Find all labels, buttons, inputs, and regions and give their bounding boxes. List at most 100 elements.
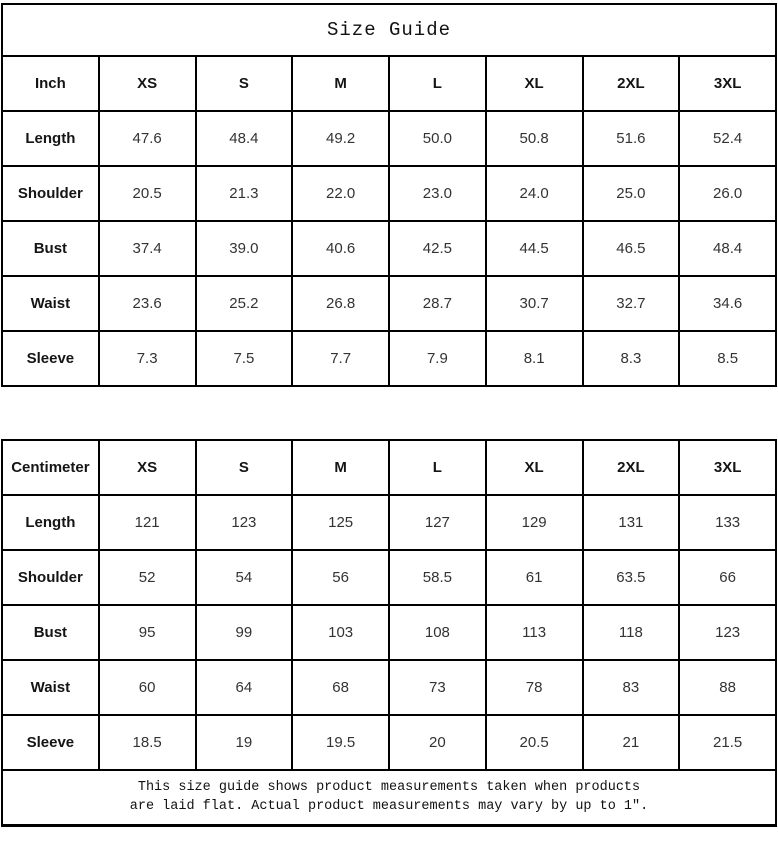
- table-row: Shoulder 52 54 56 58.5 61 63.5 66: [1, 549, 777, 606]
- size-header-cell: XS: [97, 439, 197, 496]
- table-row: Sleeve 18.5 19 19.5 20 20.5 21 21.5: [1, 714, 777, 771]
- size-header-cell: L: [388, 439, 487, 496]
- measurement-value-cell: 32.7: [581, 275, 681, 332]
- size-header-cell: 2XL: [581, 439, 681, 496]
- measurement-value-cell: 60: [97, 659, 197, 716]
- size-header-cell: 3XL: [678, 55, 777, 112]
- measurement-value-cell: 26.8: [291, 275, 390, 332]
- size-header-cell: XL: [484, 439, 584, 496]
- size-header-cell: L: [388, 55, 487, 112]
- measurement-value-cell: 133: [678, 494, 777, 551]
- table-gap-spacer: [1, 387, 777, 439]
- measurement-value-cell: 50.8: [484, 110, 584, 167]
- measurement-value-cell: 20: [388, 714, 487, 771]
- inch-size-table: Inch XS S M L XL 2XL 3XL Length 47.6 48.…: [1, 55, 777, 387]
- unit-header-cell: Centimeter: [1, 439, 100, 496]
- measurement-label-cell: Waist: [1, 275, 100, 332]
- size-header-cell: M: [291, 55, 390, 112]
- table-row: Waist 60 64 68 73 78 83 88: [1, 659, 777, 716]
- size-header-cell: 2XL: [581, 55, 681, 112]
- measurement-value-cell: 125: [291, 494, 390, 551]
- measurement-value-cell: 23.6: [97, 275, 197, 332]
- measurement-value-cell: 123: [678, 604, 777, 661]
- measurement-value-cell: 48.4: [678, 220, 777, 277]
- size-guide-title-box: Size Guide: [1, 3, 777, 55]
- measurement-label-cell: Sleeve: [1, 714, 100, 771]
- size-guide-title: Size Guide: [326, 19, 452, 41]
- measurement-value-cell: 8.3: [581, 330, 681, 387]
- measurement-value-cell: 8.1: [484, 330, 584, 387]
- measurement-value-cell: 61: [484, 549, 584, 606]
- size-guide-page: Size Guide Inch XS S M L XL 2XL 3XL Leng…: [1, 3, 777, 827]
- measurement-value-cell: 52: [97, 549, 197, 606]
- table-row: Sleeve 7.3 7.5 7.7 7.9 8.1 8.3 8.5: [1, 330, 777, 387]
- measurement-value-cell: 37.4: [97, 220, 197, 277]
- measurement-value-cell: 26.0: [678, 165, 777, 222]
- measurement-value-cell: 68: [291, 659, 390, 716]
- measurement-label-cell: Length: [1, 494, 100, 551]
- size-header-cell: M: [291, 439, 390, 496]
- measurement-value-cell: 54: [194, 549, 294, 606]
- table-header-row: Inch XS S M L XL 2XL 3XL: [1, 55, 777, 112]
- table-row: Length 121 123 125 127 129 131 133: [1, 494, 777, 551]
- measurement-value-cell: 18.5: [97, 714, 197, 771]
- measurement-value-cell: 7.3: [97, 330, 197, 387]
- measurement-value-cell: 28.7: [388, 275, 487, 332]
- footer-note: This size guide shows product measuremen…: [1, 771, 777, 827]
- table-row: Length 47.6 48.4 49.2 50.0 50.8 51.6 52.…: [1, 110, 777, 167]
- measurement-label-cell: Sleeve: [1, 330, 100, 387]
- unit-header-cell: Inch: [1, 55, 100, 112]
- size-header-cell: 3XL: [678, 439, 777, 496]
- measurement-value-cell: 25.0: [581, 165, 681, 222]
- measurement-value-cell: 95: [97, 604, 197, 661]
- measurement-value-cell: 127: [388, 494, 487, 551]
- table-header-row: Centimeter XS S M L XL 2XL 3XL: [1, 439, 777, 496]
- measurement-value-cell: 88: [678, 659, 777, 716]
- measurement-value-cell: 118: [581, 604, 681, 661]
- measurement-label-cell: Shoulder: [1, 165, 100, 222]
- measurement-value-cell: 25.2: [194, 275, 294, 332]
- measurement-value-cell: 50.0: [388, 110, 487, 167]
- measurement-value-cell: 56: [291, 549, 390, 606]
- measurement-value-cell: 20.5: [97, 165, 197, 222]
- measurement-label-cell: Bust: [1, 604, 100, 661]
- measurement-value-cell: 46.5: [581, 220, 681, 277]
- footer-note-line2: are laid flat. Actual product measuremen…: [129, 799, 649, 814]
- measurement-value-cell: 24.0: [484, 165, 584, 222]
- measurement-value-cell: 66: [678, 549, 777, 606]
- measurement-value-cell: 7.7: [291, 330, 390, 387]
- measurement-value-cell: 103: [291, 604, 390, 661]
- measurement-value-cell: 39.0: [194, 220, 294, 277]
- size-header-cell: S: [194, 439, 294, 496]
- table-row: Waist 23.6 25.2 26.8 28.7 30.7 32.7 34.6: [1, 275, 777, 332]
- measurement-value-cell: 47.6: [97, 110, 197, 167]
- measurement-value-cell: 129: [484, 494, 584, 551]
- table-row: Bust 37.4 39.0 40.6 42.5 44.5 46.5 48.4: [1, 220, 777, 277]
- size-header-cell: XL: [484, 55, 584, 112]
- measurement-value-cell: 63.5: [581, 549, 681, 606]
- measurement-value-cell: 20.5: [484, 714, 584, 771]
- measurement-value-cell: 49.2: [291, 110, 390, 167]
- measurement-value-cell: 51.6: [581, 110, 681, 167]
- measurement-value-cell: 40.6: [291, 220, 390, 277]
- measurement-value-cell: 121: [97, 494, 197, 551]
- measurement-value-cell: 123: [194, 494, 294, 551]
- measurement-value-cell: 22.0: [291, 165, 390, 222]
- measurement-value-cell: 52.4: [678, 110, 777, 167]
- measurement-value-cell: 58.5: [388, 549, 487, 606]
- measurement-value-cell: 78: [484, 659, 584, 716]
- measurement-value-cell: 64: [194, 659, 294, 716]
- measurement-value-cell: 8.5: [678, 330, 777, 387]
- table-row: Bust 95 99 103 108 113 118 123: [1, 604, 777, 661]
- measurement-value-cell: 7.9: [388, 330, 487, 387]
- measurement-value-cell: 73: [388, 659, 487, 716]
- measurement-label-cell: Waist: [1, 659, 100, 716]
- measurement-value-cell: 34.6: [678, 275, 777, 332]
- footer-note-line1: This size guide shows product measuremen…: [137, 780, 641, 795]
- measurement-value-cell: 42.5: [388, 220, 487, 277]
- measurement-value-cell: 23.0: [388, 165, 487, 222]
- measurement-value-cell: 113: [484, 604, 584, 661]
- measurement-value-cell: 48.4: [194, 110, 294, 167]
- measurement-label-cell: Shoulder: [1, 549, 100, 606]
- measurement-value-cell: 30.7: [484, 275, 584, 332]
